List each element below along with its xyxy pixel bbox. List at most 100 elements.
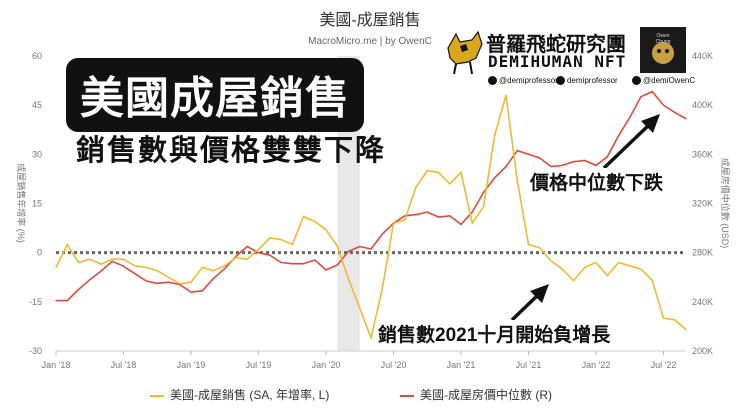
data-point-price: [674, 111, 676, 114]
data-point-price: [460, 223, 462, 225]
data-point-sales: [437, 171, 440, 173]
y-left-tick-label: 15: [32, 199, 42, 209]
data-point-sales: [606, 275, 608, 277]
data-point-sales: [257, 248, 260, 250]
data-point-sales: [302, 216, 305, 218]
y-left-tick-label: 30: [32, 149, 42, 159]
data-point-price: [516, 150, 518, 152]
headline-subtext: 銷售數與價格雙雙下降: [76, 135, 387, 167]
data-point-price: [145, 280, 147, 282]
instagram-icon: [556, 76, 565, 86]
legend-swatch-price: [400, 394, 414, 397]
data-point-sales: [471, 222, 473, 224]
data-point-price: [347, 250, 350, 253]
brand-name-cn: 普羅飛蛇研究團: [486, 32, 626, 56]
right-axis-ticks: 200K 240K 280K 320K 360K 400K 440K: [692, 51, 713, 356]
data-point-price: [122, 265, 125, 267]
data-point-sales: [235, 256, 237, 259]
data-point-price: [302, 263, 305, 265]
mascot-logo-icon: [447, 30, 483, 75]
data-point-sales: [100, 263, 102, 265]
data-point-price: [246, 245, 248, 248]
data-point-price: [134, 272, 136, 275]
legend-item-sales[interactable]: 美國-成屋銷售 (SA, 年增率, L): [150, 386, 329, 403]
data-point-price: [167, 281, 170, 283]
data-point-price: [280, 261, 282, 264]
data-point-sales: [505, 94, 507, 96]
data-point-sales: [370, 337, 372, 339]
x-axis-ticks: Jan '18 Jul '18 Jan '19 Jul '19 Jan '20 Jul '…: [42, 350, 686, 370]
data-point-price: [640, 95, 642, 98]
data-point-price: [505, 166, 507, 168]
legend-item-price[interactable]: 美國-成屋房價中位數 (R): [400, 386, 552, 403]
y-right-tick-label: 440K: [692, 51, 713, 61]
x-tick-label: Jan '18: [42, 360, 71, 370]
chart-title: 美國-成屋銷售: [319, 12, 421, 29]
data-point-price: [651, 91, 653, 93]
data-point-price: [415, 213, 417, 216]
social-handle-1: @demiprofessor: [488, 76, 558, 86]
data-point-price: [190, 291, 192, 293]
data-point-price: [291, 263, 293, 265]
data-point-sales: [314, 220, 316, 223]
x-tick-label: Jan '20: [312, 360, 341, 370]
data-point-sales: [359, 307, 361, 309]
data-point-price: [584, 159, 586, 162]
data-point-price: [325, 269, 327, 271]
x-tick-label: Jul '22: [651, 360, 677, 370]
data-point-sales: [651, 279, 653, 282]
data-point-price: [77, 288, 80, 291]
data-point-sales: [55, 266, 57, 269]
data-point-sales: [347, 278, 350, 280]
data-point-price: [111, 260, 113, 262]
arrow-price: [602, 114, 660, 170]
data-point-sales: [404, 219, 406, 221]
chart-subtitle: MacroMicro.me | by OwenC: [308, 36, 432, 47]
data-point-sales: [640, 268, 642, 270]
data-point-sales: [460, 171, 462, 173]
data-point-sales: [527, 243, 530, 246]
data-point-price: [66, 300, 68, 302]
data-point-sales: [224, 265, 226, 267]
y-left-tick-label: 0: [37, 248, 42, 258]
data-point-price: [595, 164, 597, 166]
y-left-tick-label: 45: [32, 100, 42, 110]
data-point-sales: [617, 261, 620, 264]
svg-text:Owen: Owen: [656, 33, 669, 39]
instagram-icon: [632, 76, 641, 86]
x-tick-label: Jan '22: [582, 360, 611, 370]
callout-sales-decline: 銷售數2021十月開始負增長: [376, 320, 613, 347]
y-right-tick-label: 400K: [692, 100, 713, 110]
data-point-price: [156, 282, 158, 284]
data-point-price: [392, 222, 395, 224]
brand-name-en: DEMIHUMAN NFT: [488, 52, 627, 71]
data-point-price: [437, 216, 440, 218]
data-point-sales: [494, 134, 496, 136]
x-tick-label: Jan '21: [447, 360, 476, 370]
data-point-sales: [246, 258, 248, 260]
data-point-sales: [291, 243, 293, 246]
data-point-price: [685, 118, 687, 120]
data-point-price: [629, 116, 631, 119]
social-handle-3: @demiOwenC: [632, 76, 695, 86]
callout-price-decline: 價格中位數下跌: [528, 168, 666, 195]
data-point-sales: [156, 270, 158, 272]
data-point-price: [539, 157, 541, 159]
data-point-sales: [426, 170, 428, 172]
headline-banner: 美國成屋銷售: [66, 58, 364, 132]
data-point-sales: [89, 258, 91, 260]
data-point-sales: [280, 238, 282, 241]
data-point-sales: [145, 266, 147, 269]
data-point-sales: [66, 243, 68, 246]
y-right-tick-label: 240K: [692, 297, 713, 307]
data-point-sales: [595, 261, 597, 264]
data-point-price: [381, 233, 383, 235]
data-point-sales: [662, 317, 665, 319]
data-point-price: [606, 156, 608, 158]
svg-text:Chung: Chung: [656, 39, 671, 45]
data-point-sales: [629, 265, 631, 267]
y-left-tick-label: -15: [29, 297, 42, 307]
left-axis-ticks: -30 -15 0 15 30 45 60: [29, 51, 42, 356]
data-point-price: [224, 268, 226, 270]
